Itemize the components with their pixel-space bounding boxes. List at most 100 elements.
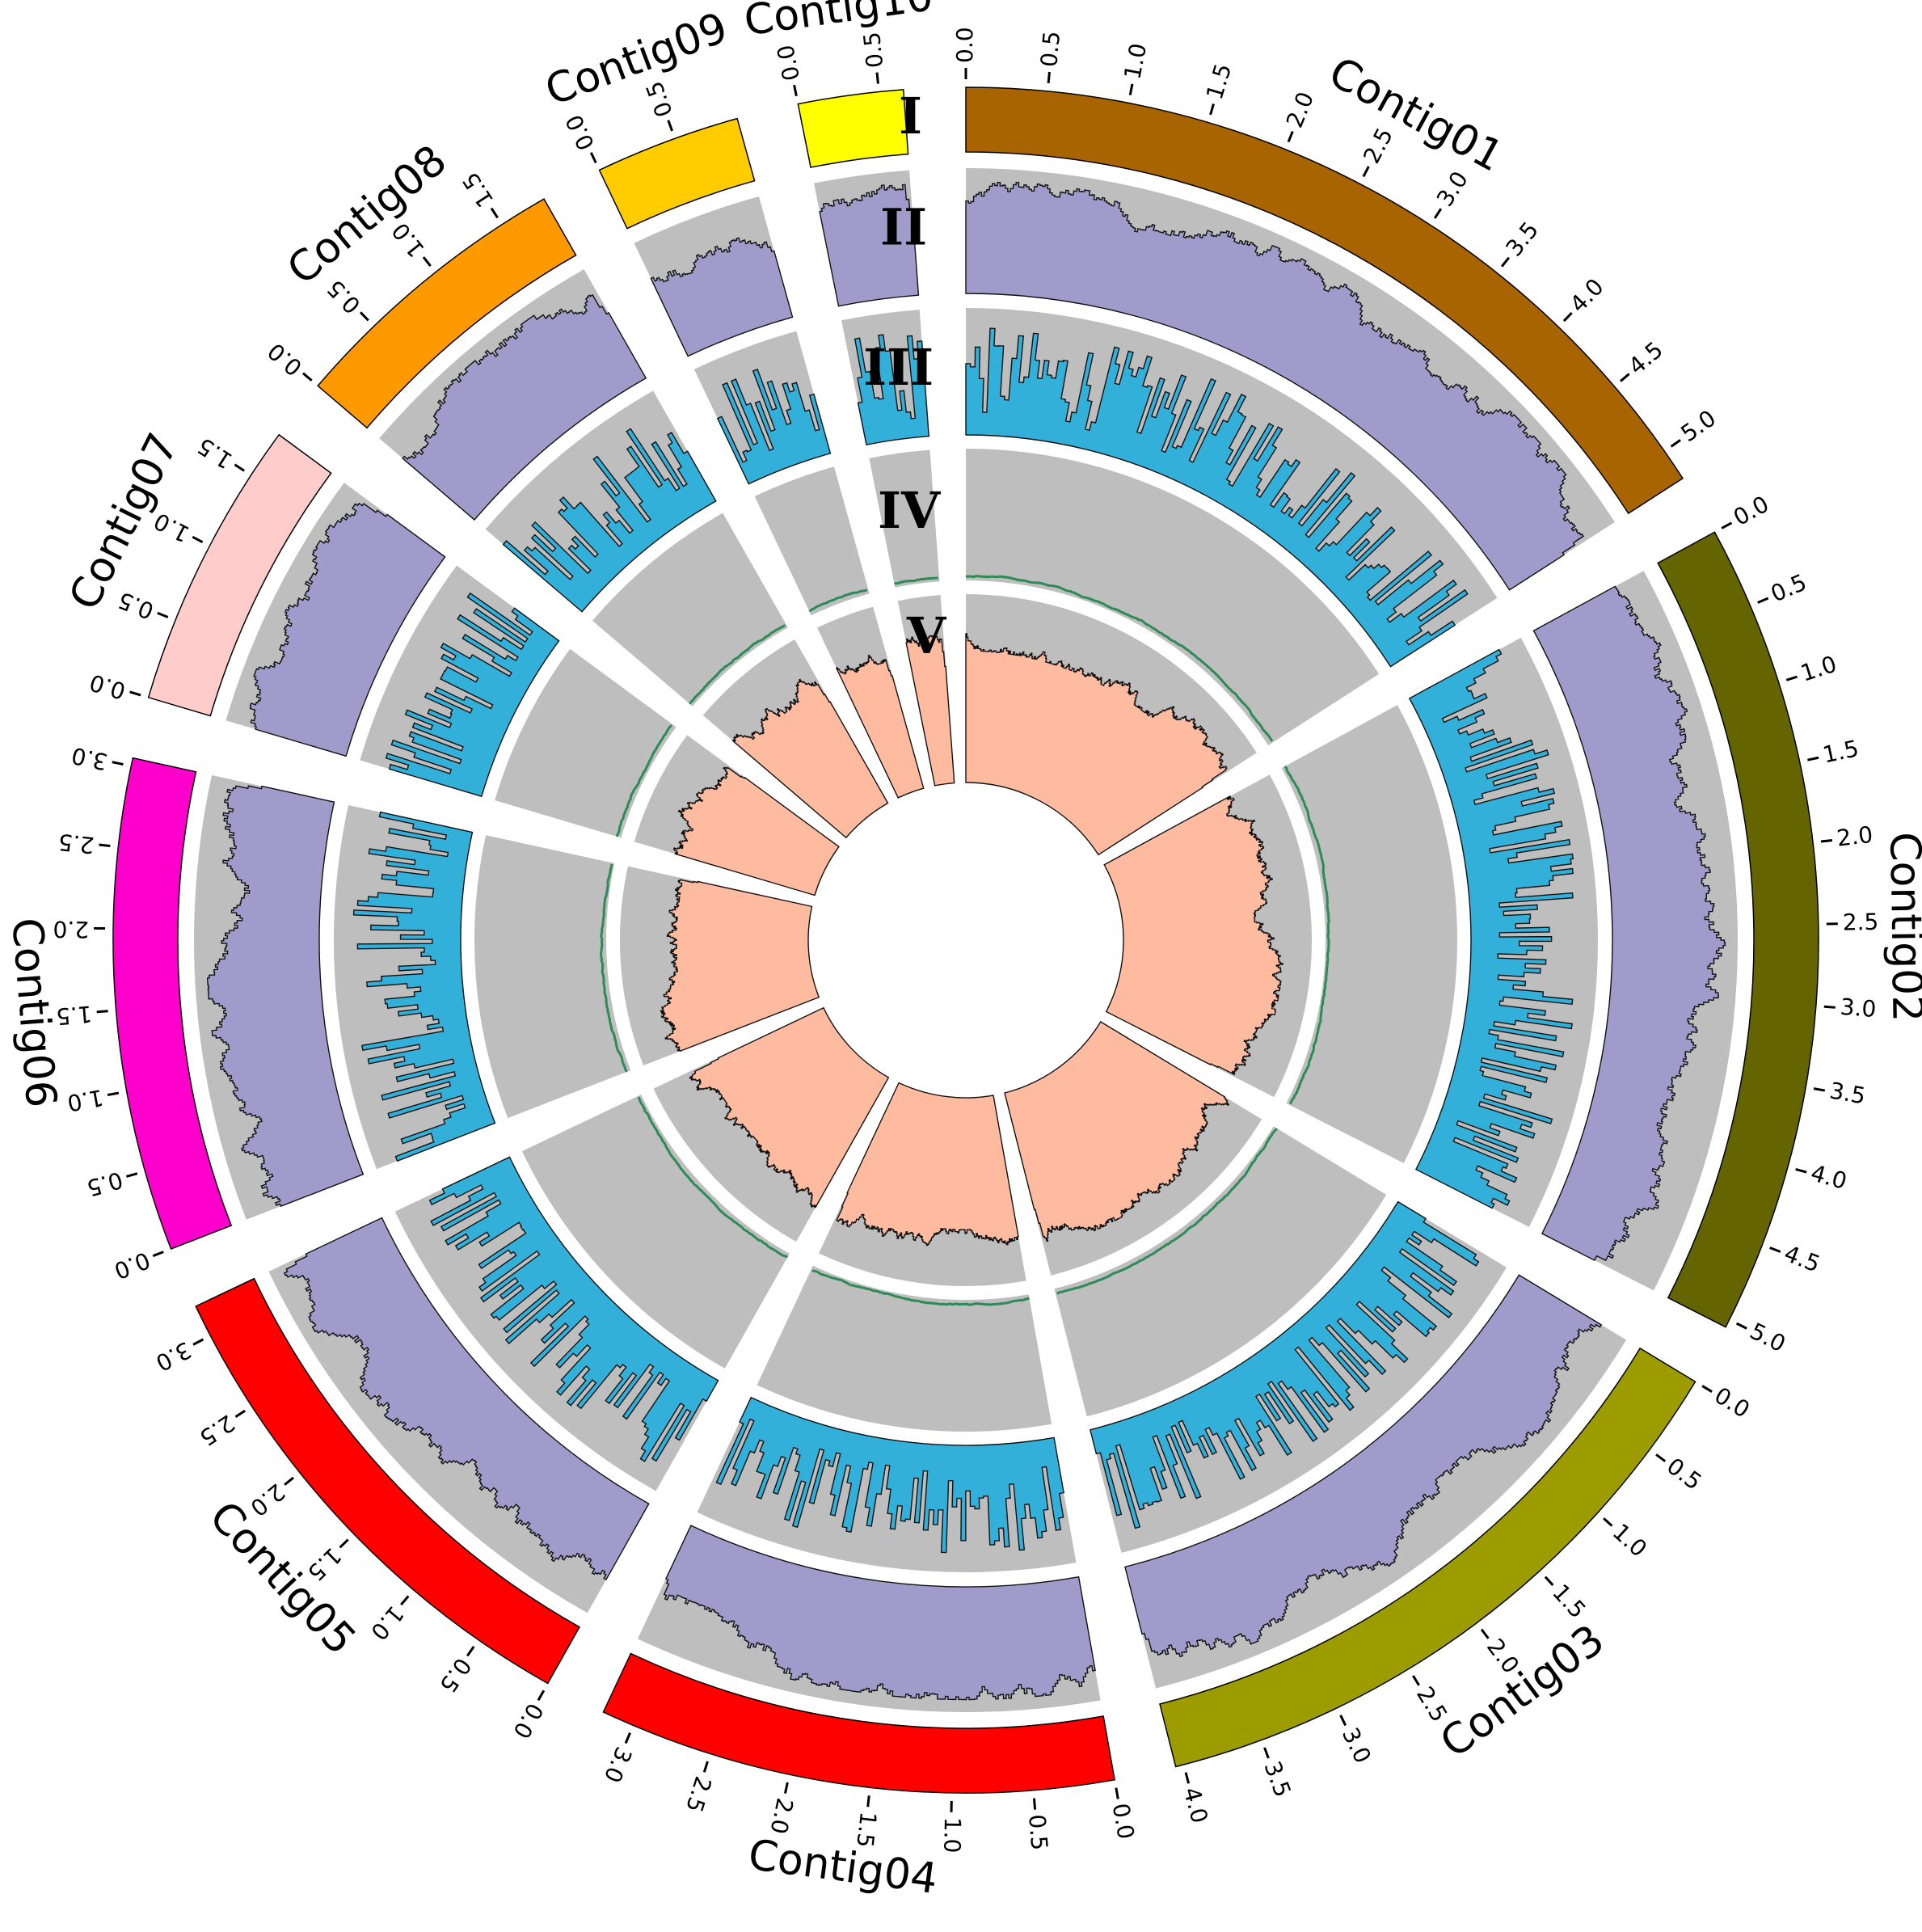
tick-mark [875, 72, 879, 84]
tick-label: 0.0 [1107, 1801, 1140, 1841]
tick-mark [490, 207, 499, 219]
tick-label: 1.0 [65, 1084, 106, 1116]
tick-label: 2.0 [765, 1795, 799, 1836]
track-IV-background [1054, 1126, 1387, 1417]
track-IV-background [1281, 705, 1458, 1163]
tick-label: 0.0 [1729, 491, 1773, 531]
tick-label: 1.5 [1820, 735, 1861, 769]
tick-mark [1339, 1715, 1347, 1727]
tick-label: 2.5 [57, 829, 95, 859]
tick-mark [1655, 1453, 1667, 1462]
tick-label: 0.5 [1767, 569, 1810, 608]
tick-mark [537, 1689, 546, 1702]
track-IV-series [1283, 766, 1330, 1105]
tick-mark [112, 761, 124, 766]
tick-label: 1.5 [55, 1000, 93, 1030]
tick-label: 0.5 [1662, 1453, 1706, 1495]
tick-label: 0.5 [434, 1653, 477, 1698]
tick-mark [1823, 1005, 1836, 1009]
tick-label: 3.5 [1827, 1077, 1868, 1109]
track-V-series [965, 633, 1228, 856]
track-II-series [1124, 1274, 1603, 1658]
tick-label: 0.0 [560, 111, 600, 154]
tick-label: 4.0 [1565, 273, 1609, 318]
track-V-series [1103, 795, 1283, 1076]
tick-mark [1544, 1576, 1554, 1586]
tick-label: 1.0 [150, 508, 194, 548]
tick-label: 0.5 [641, 78, 678, 120]
tick-label: 3.0 [1431, 167, 1473, 211]
tick-label: 2.5 [1358, 124, 1398, 168]
tick-mark [192, 1338, 204, 1346]
tick-mark [1603, 1517, 1613, 1527]
tick-mark [129, 690, 141, 697]
track-V-series [672, 766, 840, 896]
track-II-series [402, 293, 647, 521]
track-label-iv: IV [878, 481, 941, 540]
tick-mark [107, 1091, 120, 1097]
tick-label: 4.0 [1808, 1159, 1850, 1195]
tick-label: 0.0 [263, 337, 307, 381]
tick-mark [1620, 373, 1630, 382]
tick-label: 1.0 [1608, 1518, 1652, 1562]
ideogram-band [112, 757, 233, 1250]
tick-label: 0.5 [322, 275, 366, 319]
track-V-series [660, 879, 820, 1052]
track-label-ii: II [880, 197, 927, 256]
tick-label: 0.5 [1023, 1813, 1052, 1851]
tick-mark [1785, 675, 1798, 681]
track-IV-background [495, 648, 676, 838]
tick-label: 3.0 [70, 742, 110, 775]
ideogram-band [797, 89, 909, 168]
tick-label: 2.0 [1281, 88, 1319, 132]
tick-label: 2.5 [195, 1409, 239, 1451]
tick-mark [1362, 166, 1370, 178]
track-III-series [854, 334, 929, 446]
tick-mark [1701, 1385, 1713, 1394]
ideogram-band [602, 1652, 1115, 1794]
tick-label: 0.5 [1035, 30, 1065, 68]
contig-sector-contig02: 0.0 0.5 1.0 1.5 2.0 2.5 3.0 3.5 4.0 4.5 5.0 Contig0… [1103, 491, 1922, 1357]
tick-mark [339, 1538, 349, 1549]
tick-mark [1480, 1628, 1490, 1639]
tick-label: 2.0 [1836, 821, 1874, 852]
track-III-series [715, 1396, 1064, 1554]
track-IV-background [754, 466, 870, 616]
tick-mark [1813, 1087, 1826, 1092]
contig-sector-contig04: 0.0 0.5 1.0 1.5 2.0 2.5 3.0 Contig04 [599, 1082, 1140, 1904]
track-IV-series [808, 588, 868, 613]
track-IV-background [474, 835, 631, 1119]
tick-mark [1128, 83, 1134, 95]
tick-mark [1412, 1675, 1420, 1686]
tick-mark [1115, 1787, 1119, 1799]
ideogram-band [195, 1277, 580, 1685]
tick-label: 0.0 [1709, 1382, 1754, 1423]
contig-label-contig09: Contig09 [539, 3, 734, 116]
tick-mark [1820, 838, 1833, 843]
track-label-i: I [899, 86, 922, 146]
ideogram-band [147, 433, 332, 717]
track-II-series [1532, 585, 1726, 1262]
tick-label: 1.0 [1798, 651, 1840, 687]
tick-mark [1209, 103, 1215, 116]
tick-label: 1.0 [938, 1817, 966, 1854]
tick-label: 5.0 [1676, 405, 1721, 448]
track-V-series [836, 1082, 1019, 1247]
contig-label-contig04: Contig04 [745, 1831, 940, 1904]
contig-label-contig06: Contig06 [2, 916, 65, 1109]
tick-label: 3.0 [151, 1336, 196, 1377]
tick-mark [1287, 131, 1294, 143]
tick-label: 2.5 [681, 1774, 717, 1816]
tick-mark [1670, 439, 1681, 448]
track-IV-background [521, 1095, 790, 1369]
track-III-series [352, 811, 496, 1162]
track-IV-series [616, 724, 673, 837]
tick-mark [1721, 521, 1733, 529]
tick-label: 2.5 [1842, 909, 1878, 936]
tick-label: 1.0 [1119, 41, 1152, 82]
tick-mark [157, 611, 169, 618]
